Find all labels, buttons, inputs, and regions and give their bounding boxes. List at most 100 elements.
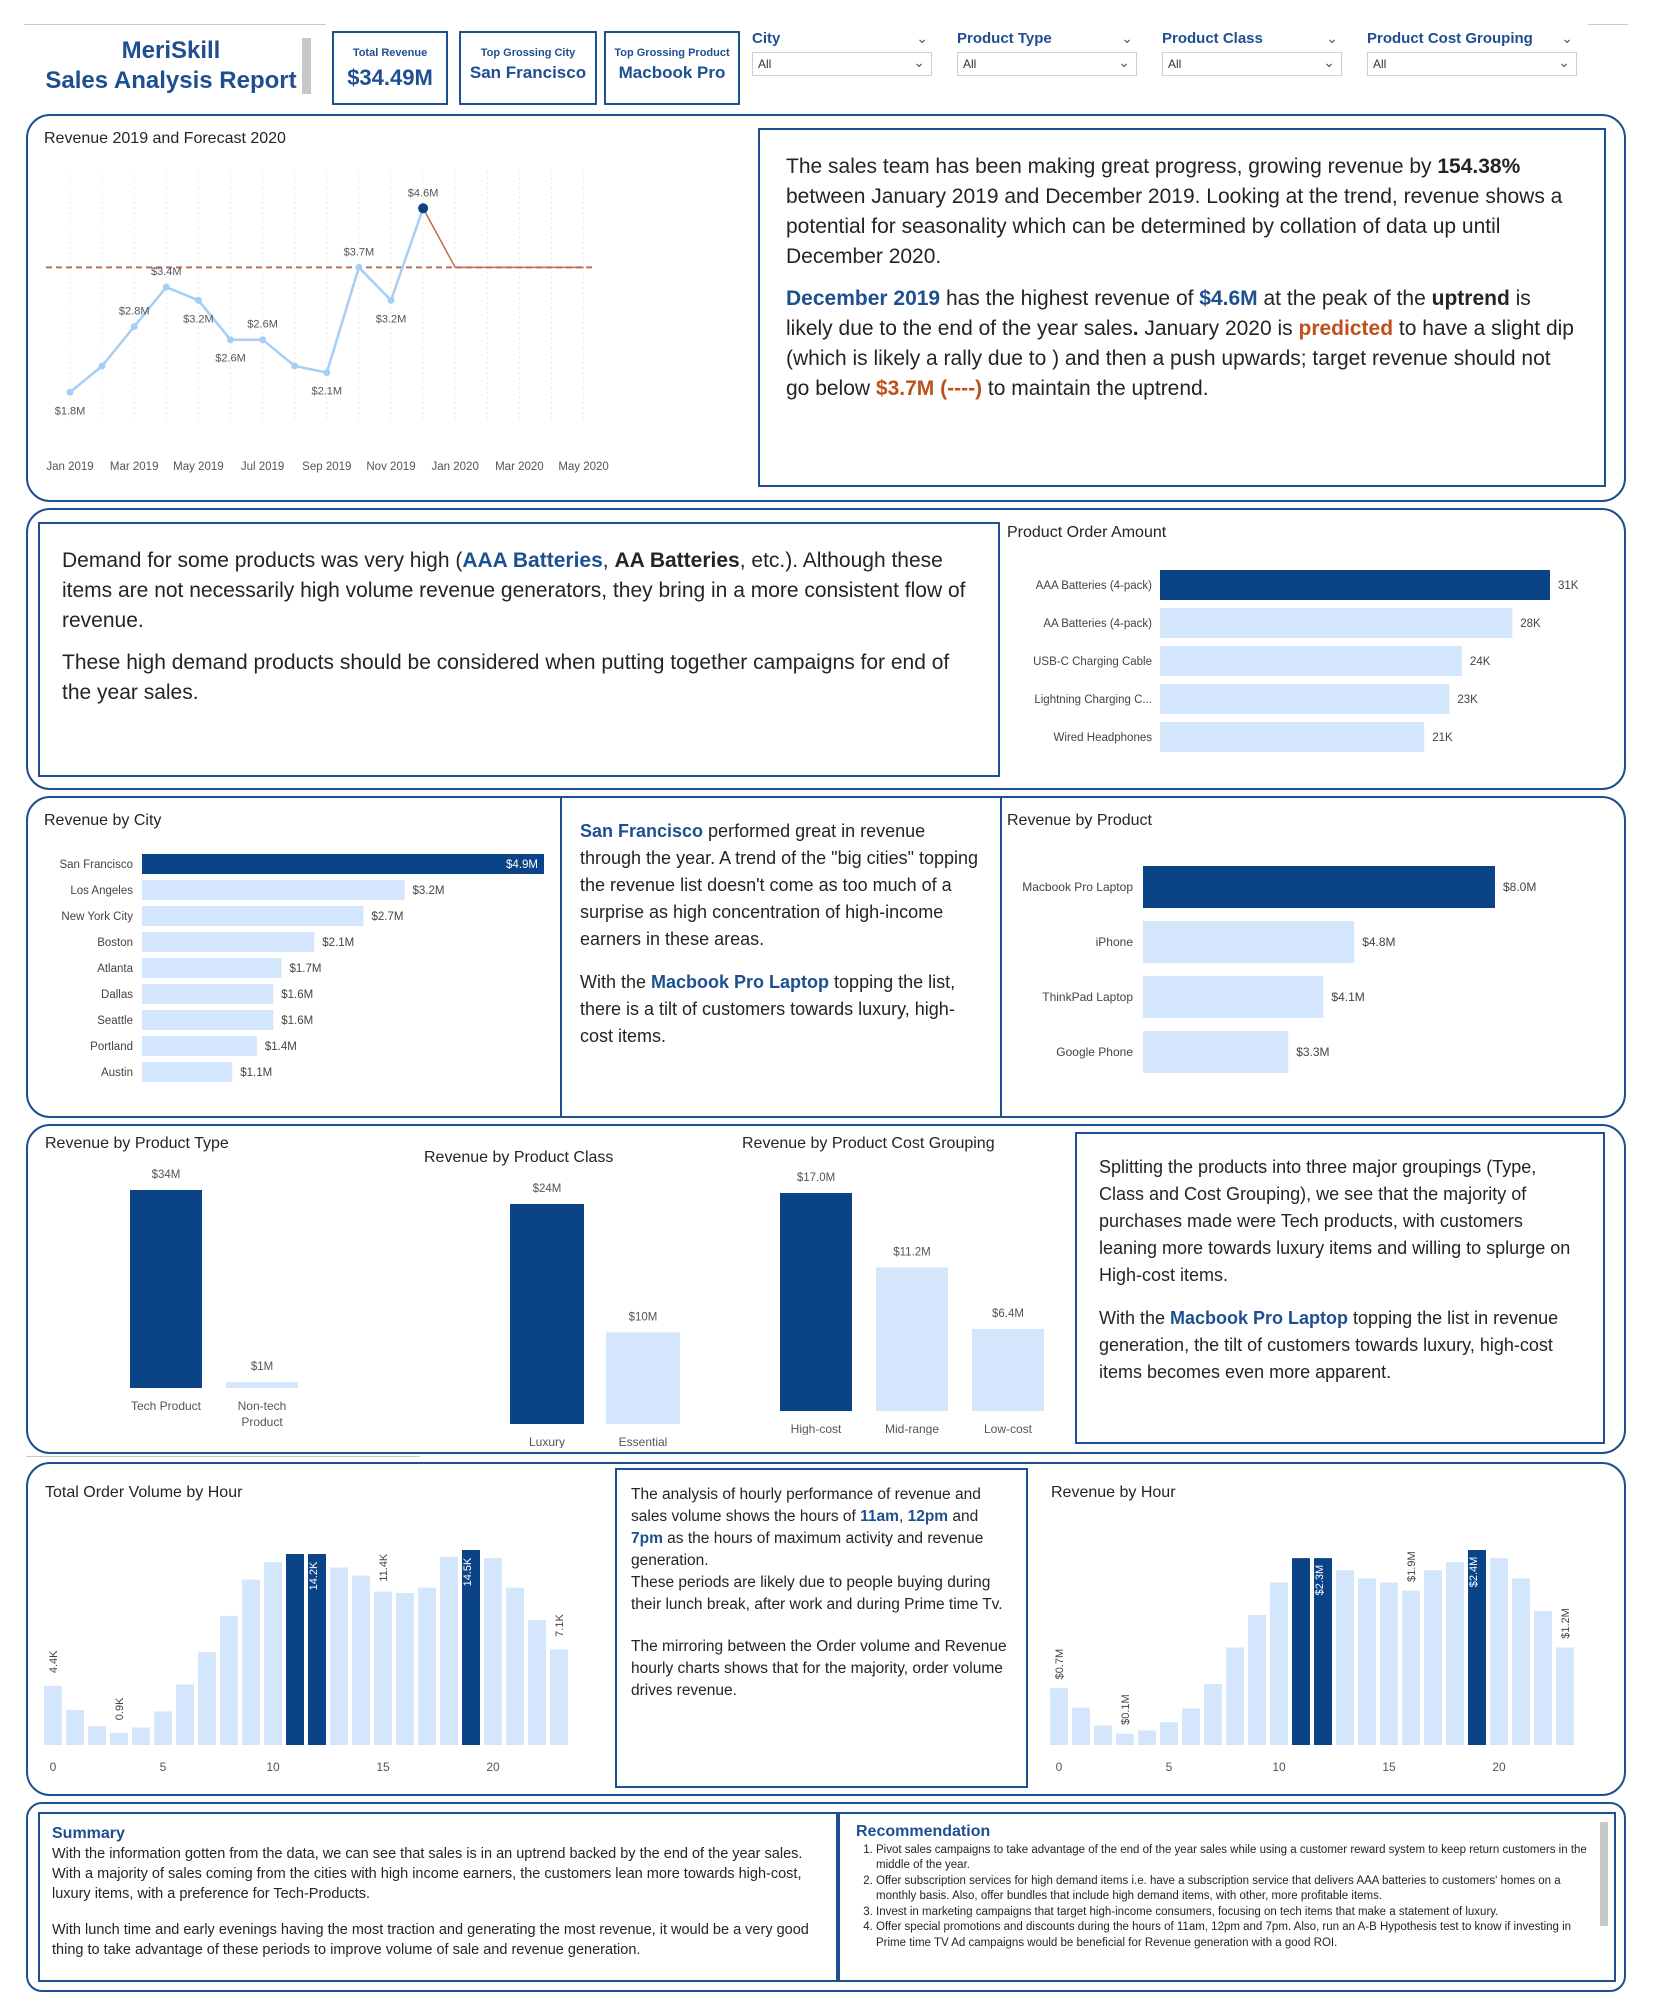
category-label: Macbook Pro Laptop bbox=[1022, 880, 1133, 894]
bar bbox=[1116, 1733, 1134, 1745]
slicer-dropdown[interactable]: All ⌄ bbox=[957, 52, 1137, 76]
data-label: 7.1K bbox=[554, 1614, 566, 1637]
bar bbox=[1160, 1722, 1178, 1745]
x-tick-label: May 2020 bbox=[558, 461, 609, 473]
slicer-dropdown[interactable]: All ⌄ bbox=[1162, 52, 1342, 76]
chevron-down-icon[interactable]: ⌄ bbox=[1323, 54, 1335, 70]
bar bbox=[506, 1587, 524, 1745]
data-label: 24K bbox=[1470, 656, 1491, 668]
chart-title: Revenue by Product Cost Grouping bbox=[742, 1135, 995, 1152]
insight-highlight: AA Batteries bbox=[614, 549, 740, 572]
bar bbox=[1143, 1031, 1289, 1073]
insight-highlight: uptrend bbox=[1431, 287, 1510, 310]
slicer-product-type[interactable]: Product Type ⌄ All ⌄ bbox=[957, 30, 1137, 86]
revenue-by-hour-chart: $0.7M $0.1M $2.3M $1.9M $2.4M $1.2M 0 5 10 15 20 bbox=[1050, 1550, 1574, 1774]
kpi-label: Top Grossing City bbox=[480, 47, 576, 59]
kpi-label: Top Grossing Product bbox=[614, 47, 730, 59]
data-label: $3.3M bbox=[1296, 1045, 1329, 1059]
category-label: Austin bbox=[101, 1067, 133, 1079]
kpi-total-revenue: Total Revenue $34.49M bbox=[332, 31, 448, 105]
insight-highlight: Macbook Pro Laptop bbox=[651, 972, 830, 992]
x-tick-label: 0 bbox=[1056, 1760, 1063, 1774]
chevron-down-icon[interactable]: ⌄ bbox=[1326, 30, 1338, 46]
data-point bbox=[418, 203, 429, 214]
category-label: iPhone bbox=[1096, 935, 1134, 949]
product-order-amount-chart: AAA Batteries (4-pack) 31K AA Batteries (4… bbox=[1033, 570, 1579, 752]
bar bbox=[154, 1711, 172, 1745]
bar bbox=[1490, 1558, 1508, 1745]
category-label: ThinkPad Laptop bbox=[1042, 990, 1133, 1004]
chevron-down-icon[interactable]: ⌄ bbox=[1121, 30, 1133, 46]
data-label: $0.7M bbox=[1054, 1649, 1066, 1680]
chart-title: Revenue by Product Class bbox=[424, 1149, 614, 1166]
summary-title: Summary bbox=[52, 1825, 125, 1842]
data-label: 0.9K bbox=[114, 1697, 126, 1720]
data-label: $3.7M bbox=[344, 246, 375, 258]
chevron-down-icon[interactable]: ⌄ bbox=[916, 30, 928, 46]
section-divider bbox=[26, 1456, 420, 1457]
category-label: Portland bbox=[90, 1041, 133, 1053]
chevron-down-icon[interactable]: ⌄ bbox=[1118, 54, 1130, 70]
slicer-dropdown[interactable]: All ⌄ bbox=[752, 52, 932, 76]
bar bbox=[142, 1010, 274, 1030]
insight-text: topping the list in revenue generation, … bbox=[1099, 1308, 1559, 1382]
panel-summary bbox=[26, 1802, 1626, 1992]
x-tick-label: Nov 2019 bbox=[366, 461, 415, 473]
data-label: $17.0M bbox=[797, 1172, 835, 1184]
insight-highlight: 7pm bbox=[631, 1530, 663, 1547]
data-point bbox=[355, 263, 363, 271]
report-subtitle: Sales Analysis Report bbox=[45, 67, 297, 94]
recommendation-item: Offer subscription services for high dem… bbox=[876, 1874, 1590, 1905]
bar bbox=[1424, 1570, 1442, 1745]
bar bbox=[1446, 1562, 1464, 1745]
slicer-city[interactable]: City ⌄ All ⌄ bbox=[752, 30, 932, 86]
data-label: $2.3M bbox=[1314, 1565, 1326, 1596]
data-label: $3.2M bbox=[376, 313, 407, 325]
bar bbox=[1072, 1707, 1090, 1745]
data-label: $2.7M bbox=[372, 911, 404, 923]
chart-title: Total Order Volume by Hour bbox=[45, 1484, 243, 1501]
data-label: $10M bbox=[629, 1311, 658, 1323]
bar bbox=[1402, 1590, 1420, 1745]
slicer-cost-grouping[interactable]: Product Cost Grouping ⌄ All ⌄ bbox=[1367, 30, 1577, 86]
slicer-product-class[interactable]: Product Class ⌄ All ⌄ bbox=[1162, 30, 1342, 86]
insight-text: has the highest revenue of bbox=[940, 287, 1200, 310]
revenue-by-product-chart: Macbook Pro Laptop $8.0M iPhone $4.8M ThinkP… bbox=[1022, 866, 1536, 1073]
x-tick-label: Mar 2019 bbox=[110, 461, 159, 473]
summary-text: With lunch time and early evenings havin… bbox=[52, 1922, 809, 1958]
bar bbox=[1143, 866, 1495, 908]
forecast-line bbox=[422, 207, 584, 269]
insight-text: These periods are likely due to people b… bbox=[631, 1574, 1003, 1613]
header-top-line-right bbox=[1588, 24, 1628, 25]
title-accent-bar bbox=[302, 38, 311, 94]
bar bbox=[110, 1732, 128, 1745]
chevron-down-icon[interactable]: ⌄ bbox=[1561, 30, 1573, 46]
slicer-dropdown[interactable]: All ⌄ bbox=[1367, 52, 1577, 76]
data-label: $1.4M bbox=[265, 1041, 297, 1053]
revenue-by-city-chart: San Francisco $4.9M Los Angeles $3.2M New Yo… bbox=[59, 854, 544, 1082]
insight-highlight: AAA Batteries bbox=[462, 549, 603, 572]
bar bbox=[1358, 1578, 1376, 1745]
x-tick-label: 0 bbox=[50, 1760, 57, 1774]
x-tick-label: 10 bbox=[266, 1760, 280, 1774]
recommendation-item: Offer special promotions and discounts d… bbox=[876, 1920, 1590, 1951]
x-tick-label: 15 bbox=[376, 1760, 390, 1774]
chevron-down-icon[interactable]: ⌄ bbox=[913, 54, 925, 70]
data-label: $2.1M bbox=[312, 386, 343, 398]
insight-highlight: $4.6M bbox=[1199, 287, 1258, 310]
data-label: $1.6M bbox=[281, 989, 313, 1001]
scrollbar[interactable] bbox=[1600, 1822, 1608, 1926]
bar bbox=[1204, 1684, 1222, 1745]
category-label: Los Angeles bbox=[70, 885, 133, 897]
chevron-down-icon[interactable]: ⌄ bbox=[1558, 54, 1570, 70]
chart-title: Revenue by Hour bbox=[1051, 1484, 1176, 1501]
data-label: 31K bbox=[1558, 580, 1579, 592]
order-volume-by-hour-chart: 4.4K 0.9K 14.2K 11.4K 14.5K 7.1K 0 5 10 15 20 bbox=[44, 1550, 568, 1774]
revenue-by-product-class-chart: $24M Luxury $10M Essential bbox=[510, 1183, 680, 1448]
data-label: $11.2M bbox=[893, 1246, 931, 1258]
category-label: New York City bbox=[61, 911, 133, 923]
insight-highlight: San Francisco bbox=[580, 821, 704, 841]
x-tick-label: 5 bbox=[160, 1760, 167, 1774]
bar bbox=[176, 1684, 194, 1745]
bar bbox=[1248, 1615, 1266, 1745]
